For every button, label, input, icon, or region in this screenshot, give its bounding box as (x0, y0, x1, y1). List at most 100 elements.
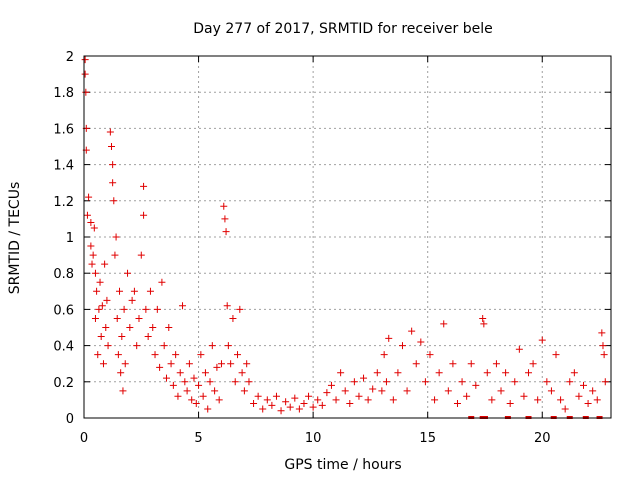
data-point (111, 251, 119, 259)
data-point (245, 378, 253, 386)
data-point (81, 70, 89, 78)
data-point (201, 369, 209, 377)
data-point (95, 305, 103, 313)
x-axis-label: GPS time / hours (284, 457, 401, 473)
data-point (483, 369, 491, 377)
data-point (229, 314, 237, 322)
x-tick-label: 15 (419, 431, 436, 446)
data-point (149, 324, 157, 331)
data-point (165, 324, 173, 331)
data-point (412, 360, 420, 368)
data-point (341, 387, 349, 395)
data-point (268, 401, 276, 409)
y-tick-label: 0.2 (53, 376, 74, 391)
data-point (286, 403, 294, 411)
data-point (389, 396, 397, 404)
data-point (380, 351, 388, 359)
data-point (231, 378, 239, 386)
data-point (146, 287, 154, 295)
data-point (88, 260, 96, 268)
data-point (208, 342, 216, 350)
data-point (220, 202, 228, 210)
data-point (502, 369, 510, 377)
data-point (195, 381, 203, 389)
data-point (403, 387, 411, 395)
data-point (250, 400, 258, 408)
data-point (118, 333, 126, 341)
x-tick-label: 0 (80, 431, 88, 446)
data-point (601, 378, 609, 386)
data-point (181, 378, 189, 386)
data-point (234, 351, 242, 359)
data-point (128, 296, 136, 304)
x-tick-label: 10 (305, 431, 322, 446)
data-points (81, 56, 609, 419)
data-point (506, 400, 514, 408)
data-point (440, 320, 448, 328)
data-point (515, 345, 523, 353)
data-point (291, 394, 299, 402)
data-point (124, 269, 132, 277)
data-point (130, 287, 138, 295)
data-point (117, 369, 125, 377)
data-point (224, 342, 232, 350)
data-point (472, 381, 480, 389)
data-point (153, 305, 161, 313)
data-point (378, 387, 386, 395)
data-point (598, 329, 606, 337)
data-point (327, 381, 335, 389)
data-point (300, 400, 308, 408)
y-tick-label: 1.8 (53, 86, 74, 101)
data-point (211, 387, 219, 395)
data-point (323, 389, 331, 397)
data-point (135, 314, 143, 322)
data-point (109, 161, 117, 169)
data-point (142, 305, 150, 313)
y-axis-label: SRMTID / TECUs (7, 182, 23, 295)
data-point (364, 396, 372, 404)
y-tick-label: 2 (66, 50, 74, 65)
data-point (263, 396, 271, 404)
data-point (97, 333, 105, 341)
axis-ticks: 00.20.40.60.811.21.41.61.820 5 10 15 20 (53, 50, 611, 446)
data-point (449, 360, 457, 368)
y-tick-label: 0.8 (53, 267, 74, 282)
data-point (199, 392, 207, 400)
data-point (89, 251, 97, 259)
data-point (81, 56, 89, 64)
data-point (570, 369, 578, 377)
data-point (593, 396, 601, 404)
data-point (421, 378, 429, 386)
data-point (534, 396, 542, 404)
data-point (133, 342, 141, 350)
data-point (87, 242, 95, 250)
data-point (497, 387, 505, 395)
y-tick-label: 1.6 (53, 122, 74, 137)
data-point (488, 396, 496, 404)
data-point (282, 398, 290, 406)
y-tick-label: 1.4 (53, 159, 74, 174)
data-point (417, 338, 425, 346)
data-point (176, 369, 184, 377)
data-point (227, 360, 235, 368)
data-point (314, 396, 322, 404)
data-point (103, 296, 111, 304)
data-point (192, 400, 200, 408)
data-point (350, 378, 358, 386)
data-point (160, 342, 168, 350)
data-point (110, 197, 118, 205)
data-point (337, 369, 345, 377)
data-point (479, 314, 487, 322)
data-point (169, 381, 177, 389)
data-point (566, 378, 574, 386)
data-point (332, 396, 340, 404)
data-point (183, 387, 191, 395)
data-point (96, 278, 104, 286)
data-point (458, 378, 466, 386)
data-point (119, 387, 127, 395)
data-point (599, 342, 607, 350)
data-point (600, 351, 608, 359)
data-point (113, 314, 121, 322)
data-point (394, 369, 402, 377)
